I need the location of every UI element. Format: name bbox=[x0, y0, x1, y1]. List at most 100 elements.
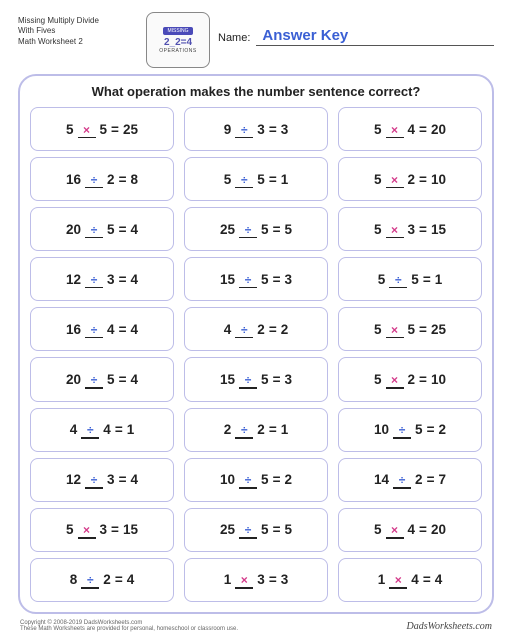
operator-symbol: ÷ bbox=[245, 474, 252, 486]
problem-cell: 5×4=20 bbox=[338, 508, 482, 552]
result: 4 bbox=[435, 572, 443, 587]
problem-cell: 5×3=15 bbox=[30, 508, 174, 552]
result: 2 bbox=[284, 472, 292, 487]
equals-sign: = bbox=[119, 222, 127, 237]
logo-equation: 2_2=4 bbox=[164, 37, 192, 48]
title-line-2: With Fives bbox=[18, 26, 138, 36]
equals-sign: = bbox=[119, 372, 127, 387]
operator-underline bbox=[78, 537, 96, 539]
operator-slot: ÷ bbox=[239, 371, 257, 389]
result: 15 bbox=[431, 222, 446, 237]
problem-cell: 5×4=20 bbox=[338, 107, 482, 151]
operator-symbol: ÷ bbox=[87, 424, 94, 436]
operand-a: 1 bbox=[378, 572, 386, 587]
operand-b: 3 bbox=[257, 572, 265, 587]
result: 25 bbox=[431, 322, 446, 337]
equals-sign: = bbox=[427, 472, 435, 487]
operator-symbol: × bbox=[83, 124, 90, 136]
title-block: Missing Multiply Divide With Fives Math … bbox=[18, 12, 138, 47]
operator-underline bbox=[386, 187, 404, 189]
operator-symbol: ÷ bbox=[241, 174, 248, 186]
operand-b: 5 bbox=[107, 372, 115, 387]
operator-slot: × bbox=[386, 320, 404, 338]
problem-cell: 16÷2=8 bbox=[30, 157, 174, 201]
result: 3 bbox=[281, 572, 289, 587]
operand-a: 20 bbox=[66, 222, 81, 237]
problem-cell: 10÷5=2 bbox=[338, 408, 482, 452]
operand-b: 2 bbox=[257, 322, 265, 337]
equals-sign: = bbox=[115, 422, 123, 437]
operator-underline bbox=[239, 287, 257, 289]
problem-cell: 5×5=25 bbox=[30, 107, 174, 151]
result: 3 bbox=[281, 122, 289, 137]
equals-sign: = bbox=[269, 322, 277, 337]
operand-a: 9 bbox=[224, 122, 232, 137]
operator-symbol: × bbox=[395, 574, 402, 586]
operator-underline bbox=[239, 387, 257, 389]
problem-cell: 5×3=15 bbox=[338, 207, 482, 251]
operand-b: 5 bbox=[408, 322, 416, 337]
operator-symbol: ÷ bbox=[91, 174, 98, 186]
operator-symbol: ÷ bbox=[91, 274, 98, 286]
name-block: Name: Answer Key bbox=[218, 12, 494, 46]
operand-a: 5 bbox=[374, 122, 382, 137]
equals-sign: = bbox=[269, 122, 277, 137]
problem-cell: 15÷5=3 bbox=[184, 257, 328, 301]
operand-a: 10 bbox=[220, 472, 235, 487]
operand-a: 5 bbox=[66, 122, 74, 137]
operator-underline bbox=[389, 287, 407, 289]
equals-sign: = bbox=[119, 272, 127, 287]
operator-slot: ÷ bbox=[85, 220, 103, 238]
operand-a: 15 bbox=[220, 272, 235, 287]
equals-sign: = bbox=[273, 222, 281, 237]
operator-underline bbox=[386, 537, 404, 539]
operator-underline bbox=[235, 337, 253, 339]
result: 5 bbox=[284, 222, 292, 237]
operand-b: 2 bbox=[408, 372, 416, 387]
operator-slot: ÷ bbox=[389, 270, 407, 288]
operator-underline bbox=[386, 337, 404, 339]
problem-cell: 16÷4=4 bbox=[30, 307, 174, 351]
operand-b: 4 bbox=[408, 122, 416, 137]
site-name: DadsWorksheets.com bbox=[407, 621, 492, 632]
problem-cell: 5÷5=1 bbox=[338, 257, 482, 301]
operator-symbol: × bbox=[391, 324, 398, 336]
result: 4 bbox=[130, 222, 138, 237]
result: 20 bbox=[431, 122, 446, 137]
operand-b: 4 bbox=[411, 572, 419, 587]
operator-symbol: ÷ bbox=[399, 424, 406, 436]
result: 4 bbox=[127, 572, 135, 587]
operator-slot: ÷ bbox=[85, 471, 103, 489]
result: 10 bbox=[431, 372, 446, 387]
operator-slot: ÷ bbox=[239, 270, 257, 288]
operand-a: 25 bbox=[220, 222, 235, 237]
equals-sign: = bbox=[269, 172, 277, 187]
operand-b: 5 bbox=[100, 122, 108, 137]
operand-b: 2 bbox=[103, 572, 111, 587]
operator-symbol: × bbox=[241, 574, 248, 586]
footer-subline: These Math Worksheets are provided for p… bbox=[20, 626, 238, 632]
operator-underline bbox=[239, 237, 257, 239]
problem-cell: 9÷3=3 bbox=[184, 107, 328, 151]
operator-symbol: ÷ bbox=[245, 274, 252, 286]
operator-underline bbox=[85, 237, 103, 239]
equals-sign: = bbox=[119, 172, 127, 187]
problem-cell: 5×2=10 bbox=[338, 357, 482, 401]
problem-cell: 15÷5=3 bbox=[184, 357, 328, 401]
result: 8 bbox=[130, 172, 138, 187]
equals-sign: = bbox=[423, 572, 431, 587]
problem-cell: 10÷5=2 bbox=[184, 458, 328, 502]
problem-cell: 12÷3=4 bbox=[30, 257, 174, 301]
operator-slot: ÷ bbox=[235, 120, 253, 138]
operator-symbol: ÷ bbox=[241, 124, 248, 136]
equals-sign: = bbox=[111, 522, 119, 537]
operator-underline bbox=[85, 337, 103, 339]
equals-sign: = bbox=[427, 422, 435, 437]
equals-sign: = bbox=[423, 272, 431, 287]
name-label: Name: bbox=[218, 32, 250, 44]
problem-cell: 14÷2=7 bbox=[338, 458, 482, 502]
operand-a: 2 bbox=[224, 422, 232, 437]
operator-symbol: × bbox=[391, 224, 398, 236]
operand-b: 2 bbox=[408, 172, 416, 187]
answer-key-text: Answer Key bbox=[262, 27, 348, 44]
